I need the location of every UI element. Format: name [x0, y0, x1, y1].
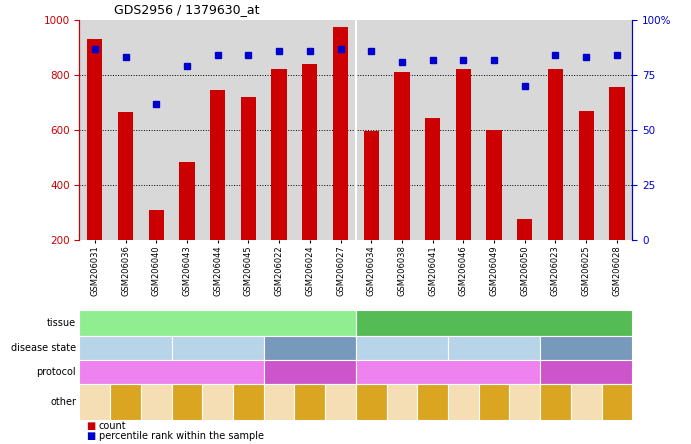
Text: pair
fed 2: pair fed 2	[302, 396, 317, 408]
Bar	[302, 64, 317, 240]
Text: weight regained: weight regained	[365, 344, 439, 353]
Text: pair
fed 2: pair fed 2	[578, 396, 594, 408]
Text: percentile rank within the sample: percentile rank within the sample	[99, 431, 264, 441]
Text: RYGB surgery: RYGB surgery	[413, 367, 484, 377]
Text: sham: sham	[572, 367, 600, 377]
Text: other: other	[50, 397, 76, 407]
Text: control: control	[294, 344, 325, 353]
Bar	[517, 219, 533, 240]
Text: pair fed
1: pair fed 1	[176, 396, 198, 408]
Text: GDS2956 / 1379630_at: GDS2956 / 1379630_at	[114, 3, 260, 16]
Text: disease state: disease state	[11, 343, 76, 353]
Bar	[179, 162, 195, 240]
Text: weight regained: weight regained	[88, 344, 162, 353]
Text: pair
fed 3: pair fed 3	[609, 396, 625, 408]
Bar	[240, 97, 256, 240]
Text: ▶: ▶	[79, 318, 85, 328]
Bar	[272, 69, 287, 240]
Text: ■: ■	[86, 431, 95, 441]
Text: count: count	[99, 421, 126, 431]
Text: pair fed
1: pair fed 1	[267, 396, 290, 408]
Text: pair
fed 3: pair fed 3	[240, 396, 256, 408]
Bar	[548, 69, 563, 240]
Text: weight lost: weight lost	[193, 344, 243, 353]
Bar	[363, 131, 379, 240]
Text: pair
fed 2: pair fed 2	[210, 396, 225, 408]
Text: pair fed
1: pair fed 1	[544, 396, 567, 408]
Text: pair
fed 2: pair fed 2	[486, 396, 502, 408]
Bar	[455, 69, 471, 240]
Bar	[578, 111, 594, 240]
Text: RYGB surgery: RYGB surgery	[136, 367, 207, 377]
Text: tissue: tissue	[47, 318, 76, 328]
Bar	[149, 210, 164, 240]
Text: pair fed
1: pair fed 1	[360, 396, 383, 408]
Bar	[87, 39, 102, 240]
Text: ■: ■	[86, 421, 95, 431]
Text: pair
fed 2: pair fed 2	[118, 396, 133, 408]
Bar	[210, 90, 225, 240]
Text: subcutaneous abdominal fat: subcutaneous abdominal fat	[143, 318, 292, 328]
Text: hypothalamus: hypothalamus	[457, 318, 531, 328]
Text: pair fed
1: pair fed 1	[452, 396, 475, 408]
Text: pair
fed 3: pair fed 3	[333, 396, 348, 408]
Bar	[486, 130, 502, 240]
Text: pair
fed 2: pair fed 2	[395, 396, 410, 408]
Bar	[333, 27, 348, 240]
Text: pair
fed 3: pair fed 3	[517, 396, 532, 408]
Text: protocol: protocol	[37, 367, 76, 377]
Bar	[425, 118, 440, 240]
Text: ▶: ▶	[79, 368, 85, 377]
Text: pair
fed 3: pair fed 3	[425, 396, 440, 408]
Text: pair
fed 3: pair fed 3	[149, 396, 164, 408]
Text: weight lost: weight lost	[469, 344, 519, 353]
Bar	[609, 87, 625, 240]
Text: ▶: ▶	[79, 397, 85, 407]
Text: ▶: ▶	[79, 344, 85, 353]
Text: pair
fed 1: pair fed 1	[87, 396, 102, 408]
Bar	[118, 112, 133, 240]
Text: sham: sham	[296, 367, 324, 377]
Bar	[395, 72, 410, 240]
Text: control: control	[571, 344, 602, 353]
